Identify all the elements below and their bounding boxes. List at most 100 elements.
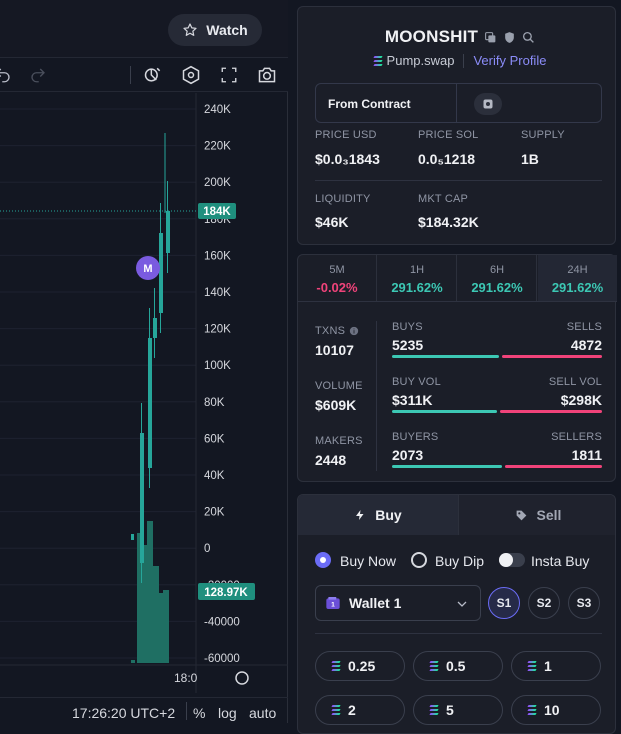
price-tick-label: 60K	[204, 433, 225, 445]
liquidity-label: LIQUIDITY	[315, 193, 371, 205]
dex-link[interactable]: Pump.swap	[372, 53, 454, 68]
chart-footer: 17:26:20 UTC+2 % log auto	[0, 697, 288, 723]
footer-divider	[186, 702, 187, 720]
supply-value: 1B	[521, 151, 539, 167]
volume-bar	[147, 521, 153, 663]
price-tick-label: 80K	[204, 397, 225, 409]
slot-label: S2	[536, 596, 552, 610]
slot-s2[interactable]: S2	[528, 587, 560, 619]
current-price-tag-label: 184K	[203, 206, 231, 218]
makers-label: MAKERS	[315, 435, 363, 447]
camera-icon[interactable]	[256, 64, 278, 86]
wallet-label: Wallet 1	[349, 595, 402, 611]
period-value: 291.62%	[391, 280, 443, 295]
star-icon	[183, 23, 197, 36]
price-tick-label: 40K	[204, 470, 225, 482]
axis-settings-icon[interactable]	[235, 671, 249, 685]
txn-right-value: $298K	[560, 392, 602, 408]
slot-s1[interactable]: S1	[488, 587, 520, 619]
buy-dip-label[interactable]: Buy Dip	[435, 553, 485, 569]
price-tick-label: 0	[204, 543, 210, 555]
period-24h[interactable]: 24H 291.62%	[538, 255, 617, 301]
trade-card: Buy Sell Buy Now Buy Dip Insta Buy 1 Wal…	[297, 494, 616, 734]
insta-buy-label[interactable]: Insta Buy	[531, 553, 590, 569]
amount-button[interactable]: 1	[511, 651, 601, 681]
buy-now-label[interactable]: Buy Now	[340, 553, 397, 569]
amount-button[interactable]: 0.25	[315, 651, 405, 681]
volume-bar	[159, 593, 165, 663]
sell-tab-label: Sell	[536, 507, 562, 523]
redo-icon[interactable]	[27, 64, 49, 86]
contract-divider	[456, 84, 457, 122]
token-panel: MOONSHIT Pump.swap Verify Profile From C…	[295, 0, 621, 734]
amount-button[interactable]: 10	[511, 695, 601, 725]
amount-label: 2	[348, 702, 356, 718]
txn-right-value: 1811	[571, 447, 602, 463]
undo-icon[interactable]	[0, 64, 14, 86]
wallet-icon: 1	[326, 597, 340, 609]
price-tick-label: 120K	[204, 324, 231, 336]
slot-s3[interactable]: S3	[568, 587, 600, 619]
amount-button[interactable]: 5	[413, 695, 503, 725]
price-sol-label: PRICE SOL	[418, 129, 479, 141]
txn-left-label: BUY VOL	[392, 376, 441, 388]
buy-now-radio[interactable]	[315, 552, 331, 568]
candle-body	[166, 211, 170, 253]
amount-label: 10	[544, 702, 560, 718]
insta-buy-toggle[interactable]	[499, 553, 525, 567]
amount-button[interactable]: 0.5	[413, 651, 503, 681]
txn-left-label: BUYERS	[392, 431, 439, 443]
candle-body	[153, 318, 157, 338]
verify-profile-link[interactable]: Verify Profile	[473, 53, 547, 68]
buy-dip-radio[interactable]	[411, 552, 427, 568]
search-icon[interactable]	[522, 31, 535, 44]
makers-value: 2448	[315, 452, 347, 468]
sell-tab[interactable]: Sell	[458, 495, 615, 535]
solana-icon	[527, 661, 537, 671]
period-divider	[298, 301, 617, 302]
slot-label: S3	[576, 596, 592, 610]
contract-copy-button[interactable]	[474, 93, 502, 115]
txn-right-value: 4872	[570, 337, 602, 353]
price-tick-label: 140K	[204, 287, 231, 299]
wallet-select[interactable]: 1 Wallet 1	[315, 585, 481, 621]
buy-tab[interactable]: Buy	[298, 495, 458, 535]
price-chart[interactable]: 240K 220K 200K 180K 160K 140K 120K 100K 80K 60K 40…	[0, 93, 288, 693]
auto-toggle[interactable]: auto	[249, 705, 277, 721]
shield-icon[interactable]	[503, 31, 516, 44]
candle-body	[159, 233, 163, 313]
amount-button[interactable]: 2	[315, 695, 405, 725]
toolbar-divider	[130, 66, 131, 84]
settings-hex-icon[interactable]	[180, 64, 202, 86]
links-divider	[463, 53, 465, 68]
amount-label: 5	[446, 702, 454, 718]
txns-label-wrap: TXNS	[315, 325, 359, 337]
period-1h[interactable]: 1H 291.62%	[378, 255, 457, 301]
volume-bar	[153, 566, 159, 663]
period-6h[interactable]: 6H 291.62%	[458, 255, 537, 301]
token-title: MOONSHIT	[298, 27, 621, 47]
solana-icon	[331, 661, 341, 671]
sell-ratio-bar	[500, 410, 602, 413]
price-tick-label: 200K	[204, 177, 231, 189]
indicator-icon[interactable]	[142, 64, 164, 86]
buy-tab-label: Buy	[375, 507, 402, 523]
mkt-cap-value: $184.32K	[418, 214, 479, 230]
period-label: 24H	[567, 264, 588, 276]
info-icon[interactable]	[349, 326, 359, 336]
image-icon	[483, 99, 493, 109]
percent-toggle[interactable]: %	[193, 705, 206, 721]
token-info-card: MOONSHIT Pump.swap Verify Profile From C…	[297, 6, 616, 245]
period-5m[interactable]: 5M -0.02%	[298, 255, 377, 301]
copy-icon[interactable]	[484, 31, 497, 44]
clock-readout: 17:26:20 UTC+2	[72, 705, 176, 721]
price-tick-label: 20K	[204, 507, 225, 519]
watch-button[interactable]: Watch	[168, 14, 262, 46]
trade-marker-label: M	[143, 263, 152, 275]
log-toggle[interactable]: log	[218, 705, 237, 721]
period-value: 291.62%	[471, 280, 523, 295]
txn-right-label: SELLERS	[551, 431, 602, 443]
volume-value: $609K	[315, 397, 357, 413]
chart-canvas[interactable]: 240K220K200K180K160K140K120K100K80K60K40…	[0, 93, 288, 693]
fullscreen-icon[interactable]	[218, 64, 240, 86]
